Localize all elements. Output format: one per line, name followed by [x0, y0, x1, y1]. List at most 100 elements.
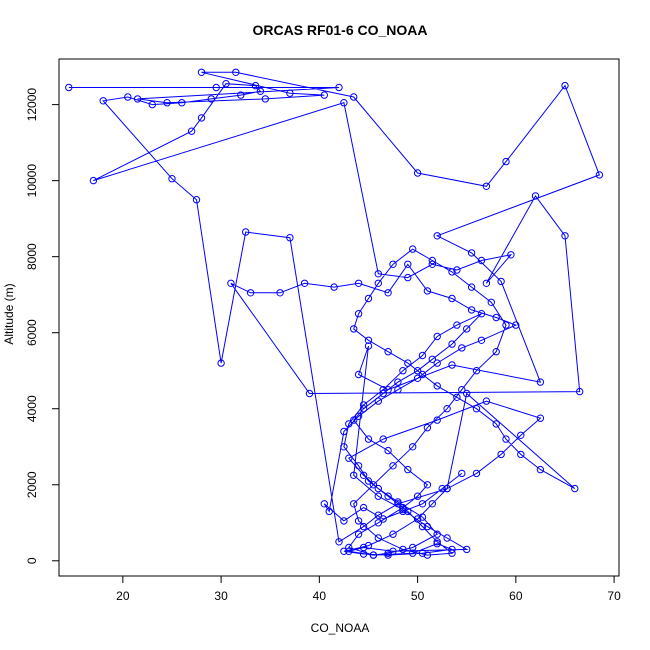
data-point [178, 99, 186, 107]
data-point [212, 83, 220, 92]
data-point [448, 361, 456, 369]
data-point [340, 517, 348, 525]
data-point [492, 313, 500, 322]
data-point [423, 424, 432, 432]
data-point [418, 522, 427, 531]
y-axis-label: Altitude (m) [2, 283, 16, 344]
data-point [197, 114, 206, 122]
data-point [345, 547, 353, 555]
data-point [374, 270, 382, 278]
data-point [561, 232, 569, 240]
data-point [418, 500, 427, 508]
data-point [487, 298, 495, 306]
data-point [404, 260, 412, 268]
data-point [364, 294, 373, 303]
data-point [413, 374, 422, 382]
data-point [335, 538, 343, 546]
data-point [354, 370, 363, 379]
data-point [350, 500, 358, 508]
data-point [438, 484, 446, 493]
data-point [168, 175, 176, 183]
data-point [197, 68, 206, 77]
data-point [261, 95, 269, 103]
data-point [404, 507, 412, 516]
data-point [482, 279, 491, 287]
data-point [502, 435, 510, 443]
data-point [423, 481, 432, 489]
y-tick-label: 2000 [25, 471, 39, 498]
data-point [433, 530, 441, 538]
data-point [217, 359, 225, 367]
data-point [374, 511, 382, 519]
data-point [399, 505, 407, 514]
data-point [207, 95, 216, 103]
data-point [99, 97, 107, 105]
data-point [413, 515, 422, 523]
data-point [354, 412, 363, 420]
data-point [320, 91, 328, 99]
data-point [433, 332, 441, 341]
data-point [517, 450, 525, 459]
data-point [330, 283, 338, 291]
data-point [413, 492, 422, 500]
data-point [384, 446, 392, 455]
y-axis: 0 2000 4000 6000 8000 10000 12000 [25, 88, 60, 564]
data-point [433, 538, 441, 546]
data-point [482, 182, 491, 191]
data-point [448, 294, 456, 303]
data-point [286, 89, 294, 97]
data-point [448, 268, 456, 276]
data-point [418, 549, 427, 557]
data-point [379, 435, 387, 443]
data-point [507, 251, 515, 259]
data-point [276, 289, 284, 297]
data-point [222, 80, 230, 88]
y-tick-label: 0 [25, 557, 39, 564]
data-point [458, 344, 466, 352]
data-point [443, 534, 451, 542]
y-tick-label: 4000 [25, 395, 39, 422]
data-point [359, 401, 368, 409]
plot-frame [58, 58, 620, 577]
data-point [428, 355, 436, 363]
data-point [492, 348, 500, 356]
data-point [512, 321, 520, 329]
x-tick-label: 30 [214, 589, 228, 603]
data-point [364, 336, 373, 344]
data-point [354, 517, 363, 525]
data-point [531, 192, 540, 200]
data-point [458, 469, 466, 478]
data-point [399, 507, 407, 516]
data-point [124, 93, 132, 101]
data-point [340, 547, 348, 555]
data-point [227, 279, 235, 287]
data-point [428, 256, 436, 265]
y-tick-label: 10000 [25, 164, 39, 198]
data-point [492, 420, 500, 428]
data-point [394, 378, 402, 386]
data-point [482, 397, 491, 405]
data-point [433, 540, 441, 548]
data-point [477, 336, 486, 344]
data-point [443, 405, 451, 413]
series-line [68, 71, 601, 556]
data-point [340, 99, 348, 107]
x-axis: 20 30 40 50 60 70 [116, 575, 621, 603]
data-point [458, 386, 466, 394]
data-point [65, 83, 73, 92]
data-point [433, 382, 441, 390]
data-point [497, 277, 505, 286]
data-point [369, 551, 378, 559]
data-point [305, 389, 314, 398]
data-point [463, 389, 471, 398]
data-point [453, 393, 461, 401]
data-point [374, 484, 382, 493]
data-point [453, 321, 461, 329]
data-point [433, 232, 441, 240]
data-point [423, 287, 432, 295]
data-point [286, 234, 294, 242]
data-point [350, 416, 358, 424]
data-point [345, 543, 353, 552]
data-point [423, 551, 432, 559]
